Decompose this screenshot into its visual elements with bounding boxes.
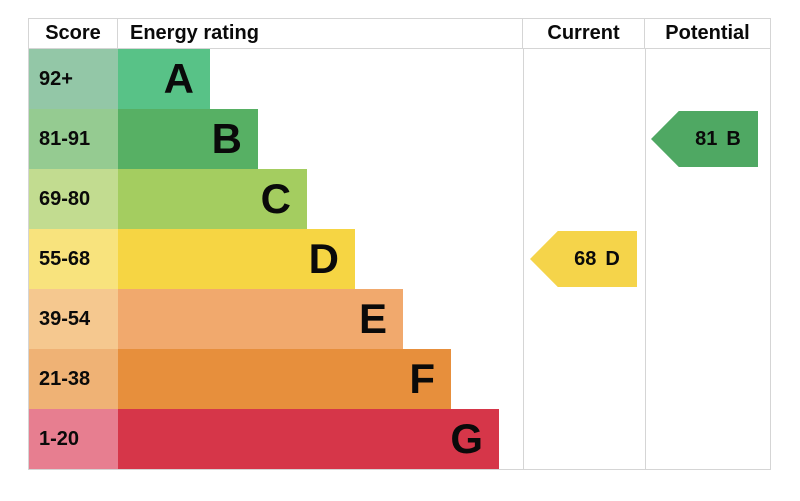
current-column-divider (523, 49, 524, 469)
score-range-d: 55-68 (29, 229, 118, 289)
score-range-a: 92+ (29, 49, 118, 109)
energy-band-bar-a: A (118, 49, 210, 109)
energy-band-bar-g: G (118, 409, 499, 469)
band-row-g: 1-20 G (29, 409, 770, 469)
header-score: Score (29, 19, 118, 48)
epc-table: Score Energy rating Current Potential 92… (28, 18, 771, 470)
band-row-f: 21-38 F (29, 349, 770, 409)
band-row-d: 55-68 D (29, 229, 770, 289)
current-rating-band: D (605, 248, 620, 270)
header-energy-rating: Energy rating (118, 19, 523, 48)
score-range-c: 69-80 (29, 169, 118, 229)
potential-rating-band: B (726, 128, 741, 150)
energy-band-bar-f: F (118, 349, 451, 409)
energy-band-bar-c: C (118, 169, 307, 229)
energy-band-bar-e: E (118, 289, 403, 349)
potential-rating-value: 81 (695, 128, 718, 150)
score-range-e: 39-54 (29, 289, 118, 349)
header-potential: Potential (665, 22, 750, 44)
score-range-f: 21-38 (29, 349, 118, 409)
potential-column-divider (645, 49, 646, 469)
band-row-b: 81-91 B (29, 109, 770, 169)
band-rows: 92+ A 81-91 B 69-80 C 55-68 D 39-54 E 21-38 F 1-20 G … (29, 49, 770, 469)
energy-band-bar-b: B (118, 109, 258, 169)
energy-band-bar-d: D (118, 229, 355, 289)
score-range-b: 81-91 (29, 109, 118, 169)
table-header-row: Score Energy rating Current Potential (29, 19, 770, 49)
score-range-g: 1-20 (29, 409, 118, 469)
band-row-e: 39-54 E (29, 289, 770, 349)
current-rating-value: 68 (574, 248, 597, 270)
band-row-c: 69-80 C (29, 169, 770, 229)
header-current: Current (523, 19, 645, 48)
band-row-a: 92+ A (29, 49, 770, 109)
